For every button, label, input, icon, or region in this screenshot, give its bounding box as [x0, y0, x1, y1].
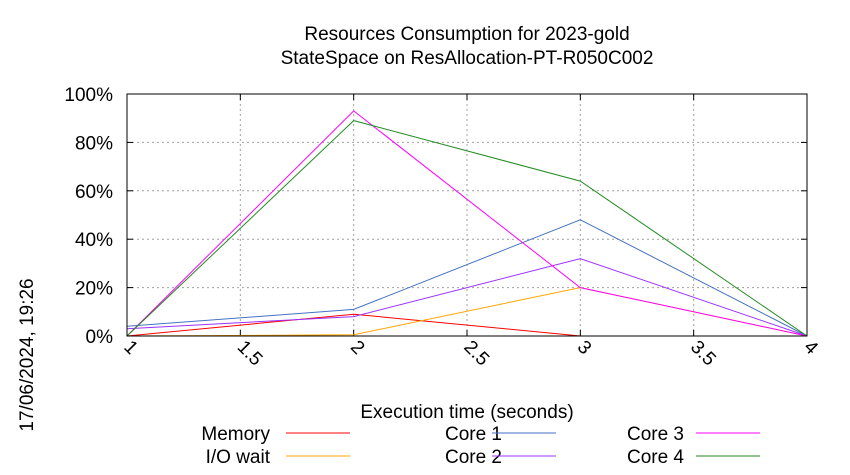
timestamp: 17/06/2024, 19:26 — [17, 278, 38, 431]
y-tick-label: 60% — [75, 182, 113, 203]
legend-label-core-4: Core 4 — [627, 447, 684, 468]
y-tick-label: 0% — [86, 327, 114, 348]
y-axis-ticks: 0% 20% 40% 60% 80% 100% — [64, 85, 807, 348]
chart-subtitle: StateSpace on ResAllocation-PT-R050C002 — [281, 48, 654, 69]
plot-frame — [126, 93, 808, 337]
y-tick-label: 40% — [75, 230, 113, 251]
series-line-core-1 — [126, 219, 808, 337]
legend-label-core-2: Core 2 — [445, 447, 502, 468]
legend-label-memory: Memory — [201, 424, 270, 445]
y-tick-label: 80% — [75, 133, 113, 154]
legend-label-core-1: Core 1 — [445, 424, 502, 445]
x-axis-ticks: 1 1.5 2 2.5 3 3.5 4 — [119, 94, 822, 370]
series-line-core-2 — [126, 258, 808, 337]
x-tick-label: 3.5 — [686, 337, 720, 371]
series-line-core-3 — [126, 110, 808, 337]
x-tick-label: 4 — [799, 337, 822, 360]
y-tick-label: 20% — [75, 279, 113, 300]
x-tick-label: 2 — [346, 337, 368, 359]
series-line-core-4 — [126, 120, 808, 337]
y-tick-label: 100% — [64, 85, 113, 106]
legend-label-i-o-wait: I/O wait — [206, 447, 271, 468]
x-tick-label: 3 — [573, 337, 595, 359]
series-lines — [126, 110, 808, 337]
x-tick-label: 2.5 — [459, 337, 493, 371]
x-tick-label: 1 — [119, 337, 141, 359]
grid — [127, 94, 807, 336]
x-tick-label: 1.5 — [233, 337, 267, 371]
x-axis-label: Execution time (seconds) — [360, 402, 573, 423]
legend-label-core-3: Core 3 — [627, 424, 684, 445]
chart-title: Resources Consumption for 2023-gold — [304, 24, 629, 45]
series-line-memory — [126, 313, 581, 337]
